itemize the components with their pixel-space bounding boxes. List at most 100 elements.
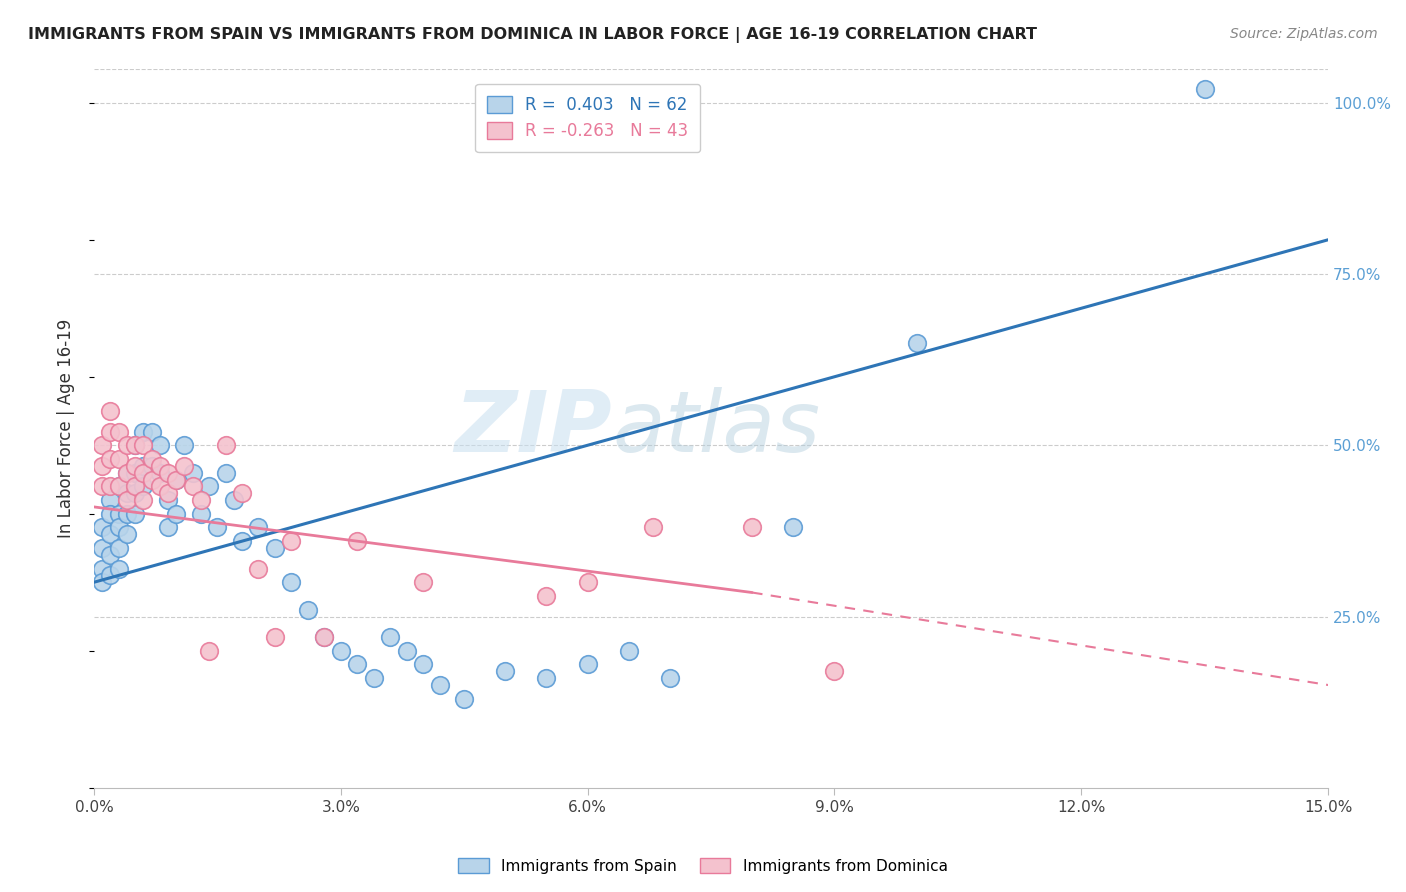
- Point: [141, 473, 163, 487]
- Point: [132, 458, 155, 473]
- Point: [741, 520, 763, 534]
- Point: [91, 541, 114, 555]
- Point: [100, 568, 122, 582]
- Point: [190, 493, 212, 508]
- Point: [124, 458, 146, 473]
- Point: [264, 630, 287, 644]
- Text: Source: ZipAtlas.com: Source: ZipAtlas.com: [1230, 27, 1378, 41]
- Point: [214, 438, 236, 452]
- Point: [363, 671, 385, 685]
- Point: [181, 479, 204, 493]
- Point: [198, 479, 221, 493]
- Point: [346, 534, 368, 549]
- Point: [132, 493, 155, 508]
- Point: [100, 507, 122, 521]
- Point: [207, 520, 229, 534]
- Point: [453, 691, 475, 706]
- Point: [100, 452, 122, 467]
- Point: [124, 479, 146, 493]
- Point: [314, 630, 336, 644]
- Point: [124, 438, 146, 452]
- Point: [173, 438, 195, 452]
- Point: [165, 473, 187, 487]
- Point: [494, 665, 516, 679]
- Point: [124, 507, 146, 521]
- Legend: Immigrants from Spain, Immigrants from Dominica: Immigrants from Spain, Immigrants from D…: [453, 852, 953, 880]
- Point: [329, 644, 352, 658]
- Point: [314, 630, 336, 644]
- Point: [247, 520, 270, 534]
- Point: [100, 493, 122, 508]
- Point: [124, 486, 146, 500]
- Text: IMMIGRANTS FROM SPAIN VS IMMIGRANTS FROM DOMINICA IN LABOR FORCE | AGE 16-19 COR: IMMIGRANTS FROM SPAIN VS IMMIGRANTS FROM…: [28, 27, 1038, 43]
- Point: [412, 657, 434, 672]
- Point: [346, 657, 368, 672]
- Point: [115, 466, 138, 480]
- Point: [107, 425, 129, 439]
- Point: [149, 466, 172, 480]
- Point: [149, 458, 172, 473]
- Point: [100, 479, 122, 493]
- Legend: R =  0.403   N = 62, R = -0.263   N = 43: R = 0.403 N = 62, R = -0.263 N = 43: [475, 84, 700, 152]
- Point: [91, 575, 114, 590]
- Point: [165, 473, 187, 487]
- Point: [617, 644, 640, 658]
- Point: [198, 644, 221, 658]
- Point: [107, 479, 129, 493]
- Point: [141, 425, 163, 439]
- Point: [132, 425, 155, 439]
- Point: [156, 486, 179, 500]
- Point: [264, 541, 287, 555]
- Point: [115, 507, 138, 521]
- Text: atlas: atlas: [612, 386, 820, 469]
- Point: [1194, 82, 1216, 96]
- Point: [107, 561, 129, 575]
- Point: [91, 561, 114, 575]
- Point: [173, 458, 195, 473]
- Point: [149, 438, 172, 452]
- Point: [536, 589, 558, 603]
- Point: [576, 657, 599, 672]
- Text: ZIP: ZIP: [454, 386, 612, 469]
- Point: [100, 548, 122, 562]
- Point: [124, 438, 146, 452]
- Point: [231, 486, 253, 500]
- Point: [107, 452, 129, 467]
- Point: [91, 458, 114, 473]
- Point: [536, 671, 558, 685]
- Point: [107, 479, 129, 493]
- Point: [115, 466, 138, 480]
- Point: [100, 527, 122, 541]
- Point: [576, 575, 599, 590]
- Point: [100, 404, 122, 418]
- Point: [115, 493, 138, 508]
- Y-axis label: In Labor Force | Age 16-19: In Labor Force | Age 16-19: [58, 318, 75, 538]
- Point: [91, 438, 114, 452]
- Point: [132, 479, 155, 493]
- Point: [905, 335, 928, 350]
- Point: [107, 507, 129, 521]
- Point: [412, 575, 434, 590]
- Point: [231, 534, 253, 549]
- Point: [643, 520, 665, 534]
- Point: [149, 479, 172, 493]
- Point: [658, 671, 681, 685]
- Point: [115, 527, 138, 541]
- Point: [91, 520, 114, 534]
- Point: [132, 466, 155, 480]
- Point: [141, 452, 163, 467]
- Point: [165, 507, 187, 521]
- Point: [156, 493, 179, 508]
- Point: [115, 438, 138, 452]
- Point: [181, 466, 204, 480]
- Point: [156, 520, 179, 534]
- Point: [190, 507, 212, 521]
- Point: [222, 493, 245, 508]
- Point: [132, 438, 155, 452]
- Point: [100, 425, 122, 439]
- Point: [378, 630, 401, 644]
- Point: [247, 561, 270, 575]
- Point: [124, 466, 146, 480]
- Point: [429, 678, 451, 692]
- Point: [214, 466, 236, 480]
